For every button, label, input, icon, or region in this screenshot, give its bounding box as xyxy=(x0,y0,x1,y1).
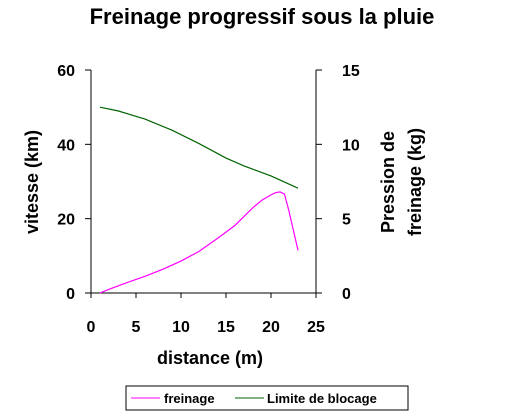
y-right-tick-label: 5 xyxy=(342,212,351,229)
y-right-axis-title-line1: Pression de xyxy=(378,131,398,233)
legend-label-freinage: freinage xyxy=(164,391,215,406)
y-right-axis-title-line2: freinage (kg) xyxy=(405,128,425,236)
y-left-tick-label: 20 xyxy=(57,212,75,229)
chart-title: Freinage progressif sous la pluie xyxy=(90,4,435,29)
x-tick-label: 10 xyxy=(172,319,190,336)
legend: freinage Limite de blocage xyxy=(125,385,409,411)
y-left-ticks: 0 20 40 60 xyxy=(57,63,91,303)
series-layer xyxy=(99,106,299,294)
legend-label-limite-de-blocage: Limite de blocage xyxy=(267,391,377,406)
plot-area: 0 5 10 15 20 25 0 20 40 60 0 5 10 15 xyxy=(57,63,360,336)
y-right-tick-label: 0 xyxy=(342,286,351,303)
y-left-tick-label: 40 xyxy=(57,137,75,154)
y-left-tick-label: 60 xyxy=(57,63,75,80)
x-tick-label: 5 xyxy=(132,319,141,336)
y-left-tick-label: 0 xyxy=(66,286,75,303)
legend-box xyxy=(125,385,409,411)
y-right-tick-label: 10 xyxy=(342,137,360,154)
y-left-axis-title: vitesse (km) xyxy=(22,130,42,234)
y-right-tick-label: 15 xyxy=(342,63,360,80)
x-tick-label: 20 xyxy=(262,319,280,336)
x-tick-label: 25 xyxy=(307,319,325,336)
x-axis-title: distance (m) xyxy=(157,348,263,368)
series-line-limite-de-blocage xyxy=(99,106,299,189)
x-tick-label: 0 xyxy=(87,319,96,336)
y-right-ticks: 0 5 10 15 xyxy=(316,63,360,303)
x-ticks: 0 5 10 15 20 25 xyxy=(87,293,325,336)
series-line-freinage xyxy=(99,191,299,294)
x-tick-label: 15 xyxy=(217,319,235,336)
